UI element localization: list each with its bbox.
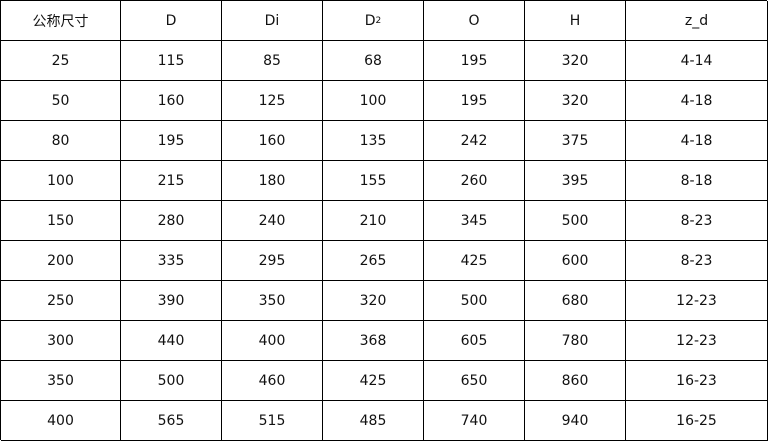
table-cell: 390 [121, 281, 222, 321]
table-cell: 650 [424, 361, 525, 401]
table-cell: 240 [222, 201, 323, 241]
table-cell: 335 [121, 241, 222, 281]
header-label: H [569, 12, 581, 29]
header-label: z_d [684, 12, 709, 29]
header-label: O [468, 12, 480, 29]
header-label: D [364, 12, 376, 29]
table-cell: 600 [525, 241, 626, 281]
header-cell: z_d [626, 1, 768, 41]
table-cell: 150 [1, 201, 121, 241]
table-cell: 350 [222, 281, 323, 321]
table-cell: 195 [424, 81, 525, 121]
table-cell: 16-25 [626, 401, 768, 441]
table-cell: 425 [424, 241, 525, 281]
table-cell: 80 [1, 121, 121, 161]
table-cell: 8-23 [626, 201, 768, 241]
table-cell: 68 [323, 41, 424, 81]
table-cell: 12-23 [626, 321, 768, 361]
table-cell: 85 [222, 41, 323, 81]
table-cell: 425 [323, 361, 424, 401]
table-cell: 485 [323, 401, 424, 441]
table-cell: 265 [323, 241, 424, 281]
table-cell: 500 [424, 281, 525, 321]
table-cell: 395 [525, 161, 626, 201]
header-cell: O [424, 1, 525, 41]
table-cell: 400 [222, 321, 323, 361]
table-cell: 210 [323, 201, 424, 241]
table-cell: 12-23 [626, 281, 768, 321]
table-cell: 320 [525, 41, 626, 81]
table-cell: 50 [1, 81, 121, 121]
table-cell: 940 [525, 401, 626, 441]
table-cell: 500 [525, 201, 626, 241]
table-cell: 25 [1, 41, 121, 81]
table-cell: 180 [222, 161, 323, 201]
table-cell: 515 [222, 401, 323, 441]
header-cell: Di [222, 1, 323, 41]
table-cell: 160 [121, 81, 222, 121]
table-cell: 860 [525, 361, 626, 401]
table-cell: 8-18 [626, 161, 768, 201]
table-cell: 400 [1, 401, 121, 441]
table-cell: 320 [525, 81, 626, 121]
table-cell: 740 [424, 401, 525, 441]
table-cell: 260 [424, 161, 525, 201]
header-cell: 公称尺寸 [1, 1, 121, 41]
table-cell: 4-18 [626, 81, 768, 121]
table-cell: 368 [323, 321, 424, 361]
header-cell: D [121, 1, 222, 41]
header-subscript: 2 [375, 15, 382, 26]
table-cell: 350 [1, 361, 121, 401]
table-cell: 680 [525, 281, 626, 321]
table-cell: 375 [525, 121, 626, 161]
table-cell: 115 [121, 41, 222, 81]
table-cell: 500 [121, 361, 222, 401]
table-cell: 155 [323, 161, 424, 201]
table-cell: 345 [424, 201, 525, 241]
table-cell: 280 [121, 201, 222, 241]
table-cell: 215 [121, 161, 222, 201]
table-cell: 320 [323, 281, 424, 321]
table-cell: 125 [222, 81, 323, 121]
header-label: Di [264, 12, 280, 29]
table-cell: 242 [424, 121, 525, 161]
table-cell: 4-14 [626, 41, 768, 81]
table-cell: 780 [525, 321, 626, 361]
table-cell: 100 [323, 81, 424, 121]
header-cell: H [525, 1, 626, 41]
table-cell: 195 [121, 121, 222, 161]
table-cell: 440 [121, 321, 222, 361]
table-cell: 16-23 [626, 361, 768, 401]
header-label: 公称尺寸 [32, 13, 89, 30]
table-cell: 100 [1, 161, 121, 201]
header-label: D [165, 12, 177, 29]
table-cell: 565 [121, 401, 222, 441]
table-cell: 160 [222, 121, 323, 161]
table-cell: 200 [1, 241, 121, 281]
table-cell: 250 [1, 281, 121, 321]
table-cell: 295 [222, 241, 323, 281]
table-cell: 195 [424, 41, 525, 81]
table-cell: 135 [323, 121, 424, 161]
table-cell: 605 [424, 321, 525, 361]
table-cell: 8-23 [626, 241, 768, 281]
table-cell: 460 [222, 361, 323, 401]
table-cell: 4-18 [626, 121, 768, 161]
table-cell: 300 [1, 321, 121, 361]
